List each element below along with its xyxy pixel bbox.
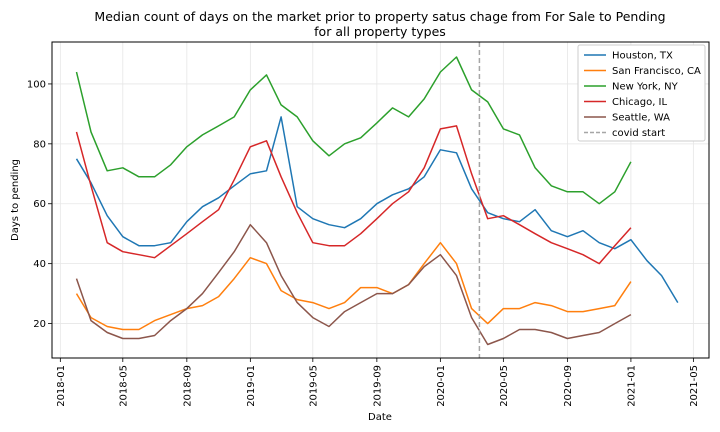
chart-title-line2: for all property types xyxy=(314,24,446,39)
legend: Houston, TX San Francisco, CA New York, NY… xyxy=(577,44,706,142)
x-tick-label: 2020-09 xyxy=(563,365,574,407)
y-tick-label: 100 xyxy=(27,79,46,90)
x-tick-label: 2018-05 xyxy=(118,365,129,407)
legend-frame xyxy=(577,44,706,142)
series-line-houston-tx xyxy=(75,116,679,303)
x-tick-label: 2018-09 xyxy=(182,365,193,407)
x-tick-label: 2019-05 xyxy=(308,365,319,407)
y-tick-label: 60 xyxy=(33,199,46,210)
y-tick-label: 80 xyxy=(33,139,46,150)
x-axis-ticks: 2018-01 2018-05 2018-09 2019-01 2019-05 2019-… xyxy=(56,358,700,407)
x-tick-label: 2019-09 xyxy=(372,365,383,407)
series-lines xyxy=(75,56,679,346)
y-tick-label: 40 xyxy=(33,259,46,270)
x-tick-label: 2020-01 xyxy=(436,365,447,407)
series-line-chicago-il xyxy=(75,125,632,265)
x-tick-label: 2021-05 xyxy=(689,365,700,407)
series-line-new-york-ny xyxy=(75,56,632,205)
legend-label: Chicago, IL xyxy=(612,97,667,108)
legend-label: San Francisco, CA xyxy=(612,66,701,77)
x-axis-label: Date xyxy=(368,412,392,423)
y-tick-label: 20 xyxy=(33,319,46,330)
plot-frame xyxy=(51,41,710,359)
legend-label: Houston, TX xyxy=(612,51,673,62)
chart-title-line1: Median count of days on the market prior… xyxy=(94,9,665,24)
y-axis-ticks: 20 40 60 80 100 xyxy=(27,79,52,330)
series-line-san-francisco-ca xyxy=(75,241,632,331)
x-tick-label: 2018-01 xyxy=(56,365,67,407)
legend-label: Seattle, WA xyxy=(612,113,670,124)
series-line-seattle-wa xyxy=(75,223,632,346)
y-axis-label: Days to pending xyxy=(10,159,21,241)
legend-label: covid start xyxy=(612,128,665,139)
x-tick-label: 2021-01 xyxy=(626,365,637,407)
legend-label: New York, NY xyxy=(612,82,679,93)
x-tick-label: 2020-05 xyxy=(499,365,510,407)
x-tick-label: 2019-01 xyxy=(246,365,257,407)
